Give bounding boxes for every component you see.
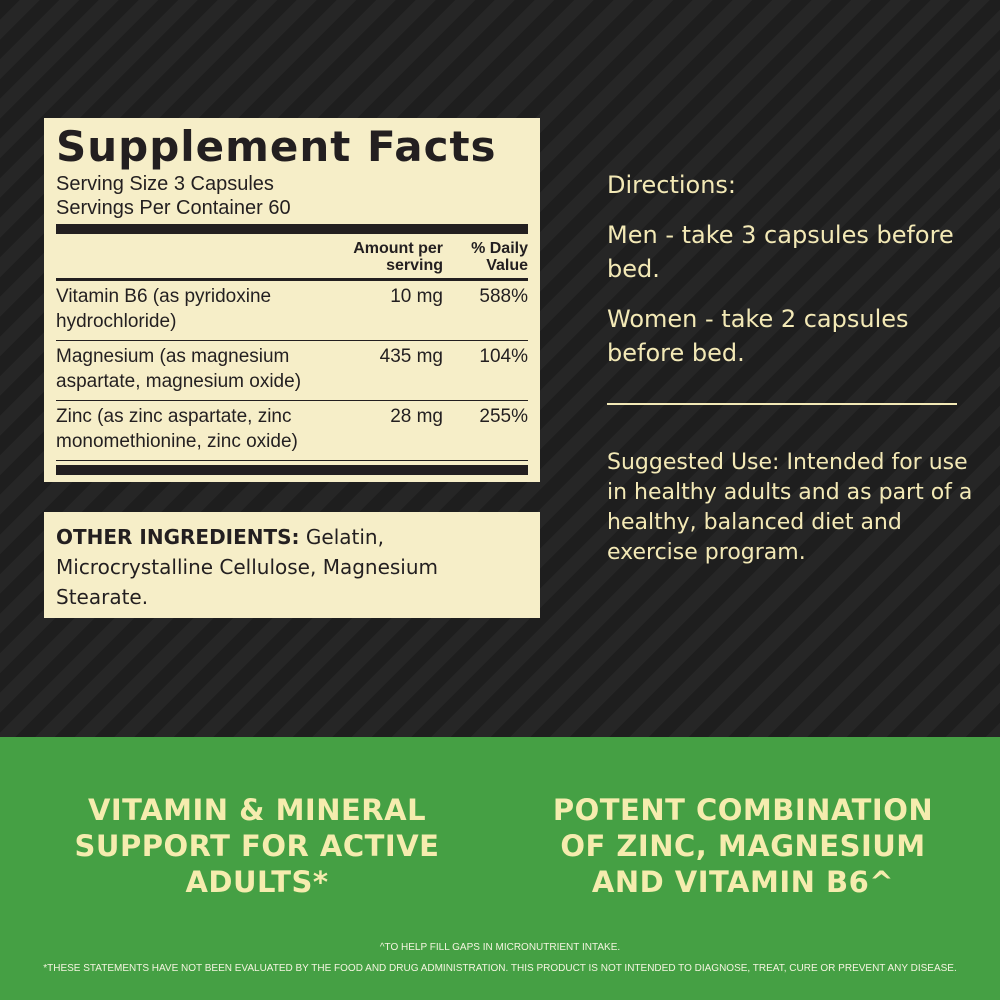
amount-header: Amount per serving bbox=[353, 240, 443, 274]
divider bbox=[56, 224, 528, 234]
green-banner: VITAMIN & MINERAL SUPPORT FOR ACTIVE ADU… bbox=[0, 737, 1000, 1000]
nutrient-name: Zinc (as zinc aspartate, zinc monomethio… bbox=[56, 406, 298, 452]
nutrient-dv: 255% bbox=[479, 406, 528, 427]
table-row: Magnesium (as magnesium aspartate, magne… bbox=[56, 341, 528, 401]
nutrient-name: Vitamin B6 (as pyridoxine hydrochloride) bbox=[56, 286, 272, 332]
nutrient-amount: 10 mg bbox=[390, 286, 443, 307]
directions: Directions: Men - take 3 capsules before… bbox=[607, 168, 967, 386]
divider bbox=[56, 465, 528, 475]
nutrient-name: Magnesium (as magnesium aspartate, magne… bbox=[56, 346, 302, 392]
supplement-facts-panel: Supplement Facts Serving Size 3 Capsules… bbox=[44, 118, 540, 482]
directions-men: Men - take 3 capsules before bed. bbox=[607, 221, 954, 283]
other-ingredients: OTHER INGREDIENTS: Gelatin, Microcrystal… bbox=[44, 512, 540, 618]
nutrient-dv: 588% bbox=[479, 286, 528, 307]
banner-right-headline: POTENT COMBINATION OF ZINC, MAGNESIUM AN… bbox=[552, 793, 934, 899]
footnote-2: *THESE STATEMENTS HAVE NOT BEEN EVALUATE… bbox=[43, 963, 957, 974]
serving-size: Serving Size 3 Capsules bbox=[56, 173, 274, 195]
divider bbox=[607, 403, 957, 405]
directions-women: Women - take 2 capsules before bed. bbox=[607, 305, 909, 367]
other-label: OTHER INGREDIENTS: bbox=[56, 525, 300, 549]
table-header: Amount per serving % Daily Value bbox=[56, 240, 528, 281]
nutrient-amount: 435 mg bbox=[379, 346, 443, 367]
banner-left-headline: VITAMIN & MINERAL SUPPORT FOR ACTIVE ADU… bbox=[74, 793, 440, 899]
dv-header: % Daily Value bbox=[471, 240, 528, 274]
table-row: Vitamin B6 (as pyridoxine hydrochloride)… bbox=[56, 281, 528, 341]
directions-title: Directions: bbox=[607, 171, 737, 199]
suggested-use: Suggested Use: Intended for use in healt… bbox=[607, 450, 973, 565]
nutrient-amount: 28 mg bbox=[390, 406, 443, 427]
facts-title: Supplement Facts bbox=[56, 122, 497, 171]
other-text: Gelatin, Microcrystalline Cellulose, Mag… bbox=[56, 525, 439, 609]
table-row: Zinc (as zinc aspartate, zinc monomethio… bbox=[56, 401, 528, 461]
footnote-1: ^TO HELP FILL GAPS IN MICRONUTRIENT INTA… bbox=[379, 942, 621, 953]
servings-per-container: Servings Per Container 60 bbox=[56, 197, 291, 219]
nutrient-dv: 104% bbox=[479, 346, 528, 367]
